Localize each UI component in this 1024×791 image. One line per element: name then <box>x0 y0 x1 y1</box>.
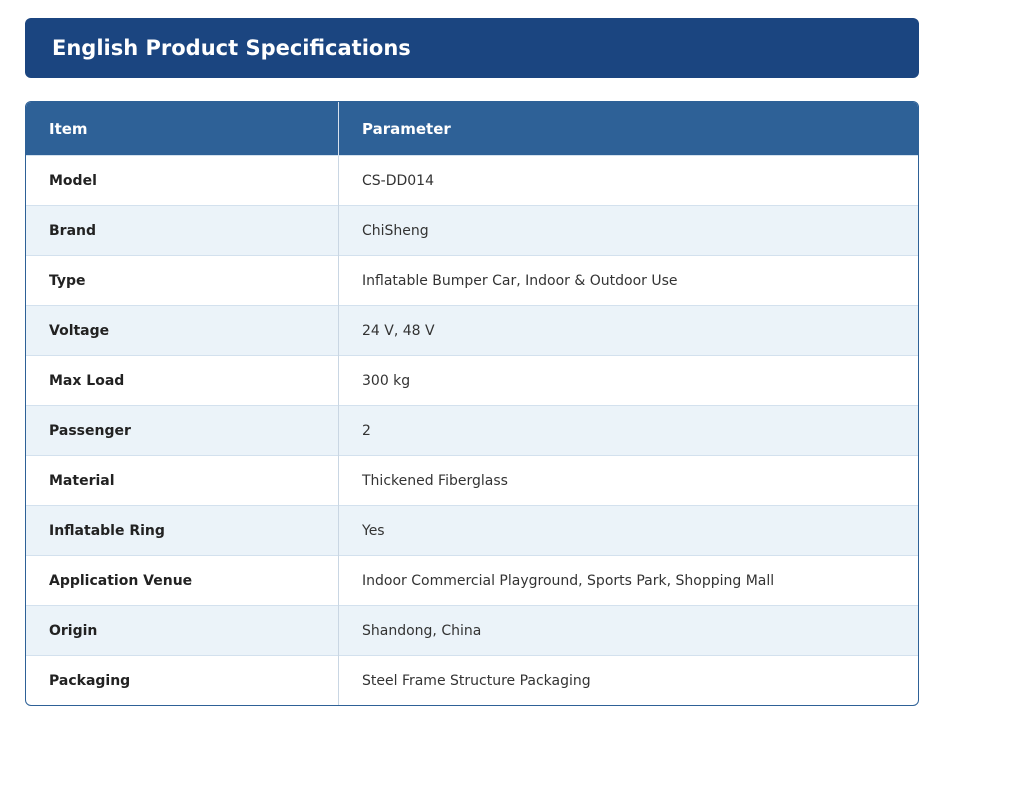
item-cell: Max Load <box>26 355 339 406</box>
column-header: Item <box>26 102 339 156</box>
item-cell: Origin <box>26 605 339 656</box>
table-row: Voltage 24 V, 48 V <box>26 305 918 356</box>
item-cell: Passenger <box>26 405 339 456</box>
parameter-cell: 300 kg <box>338 355 918 406</box>
parameter-cell: Inflatable Bumper Car, Indoor & Outdoor … <box>338 255 918 306</box>
table-row: Max Load 300 kg <box>26 355 918 406</box>
table-row: Origin Shandong, China <box>26 605 918 656</box>
table-row: Material Thickened Fiberglass <box>26 455 918 506</box>
spec-table: Item Parameter Model CS-DD014 Brand ChiSheng… <box>25 101 919 706</box>
item-cell: Model <box>26 155 339 206</box>
page-title: English Product Specifications <box>25 18 919 78</box>
table-row: Type Inflatable Bumper Car, Indoor & Outd… <box>26 255 918 306</box>
parameter-cell: Thickened Fiberglass <box>338 455 918 506</box>
item-cell: Type <box>26 255 339 306</box>
table-row: Passenger 2 <box>26 405 918 456</box>
table: Item Parameter Model CS-DD014 Brand ChiSheng… <box>26 102 918 705</box>
item-cell: Packaging <box>26 655 339 705</box>
item-cell: Voltage <box>26 305 339 356</box>
header-row: Item Parameter <box>26 102 918 156</box>
parameter-cell: 24 V, 48 V <box>338 305 918 356</box>
parameter-cell: 2 <box>338 405 918 456</box>
table-row: Inflatable Ring Yes <box>26 505 918 556</box>
item-cell: Inflatable Ring <box>26 505 339 556</box>
table-row: Brand ChiSheng <box>26 205 918 256</box>
table-row: Application Venue Indoor Commercial Playg… <box>26 555 918 606</box>
table-row: Model CS-DD014 <box>26 155 918 206</box>
parameter-cell: Yes <box>338 505 918 556</box>
item-cell: Brand <box>26 205 339 256</box>
column-header: Parameter <box>338 102 918 156</box>
parameter-cell: Indoor Commercial Playground, Sports Par… <box>338 555 918 606</box>
parameter-cell: ChiSheng <box>338 205 918 256</box>
item-cell: Material <box>26 455 339 506</box>
table-row: Packaging Steel Frame Structure Packaging <box>26 655 918 705</box>
item-cell: Application Venue <box>26 555 339 606</box>
parameter-cell: Shandong, China <box>338 605 918 656</box>
table-body: Model CS-DD014 Brand ChiSheng Type Inflatable… <box>26 155 918 705</box>
parameter-cell: CS-DD014 <box>338 155 918 206</box>
parameter-cell: Steel Frame Structure Packaging <box>338 655 918 705</box>
